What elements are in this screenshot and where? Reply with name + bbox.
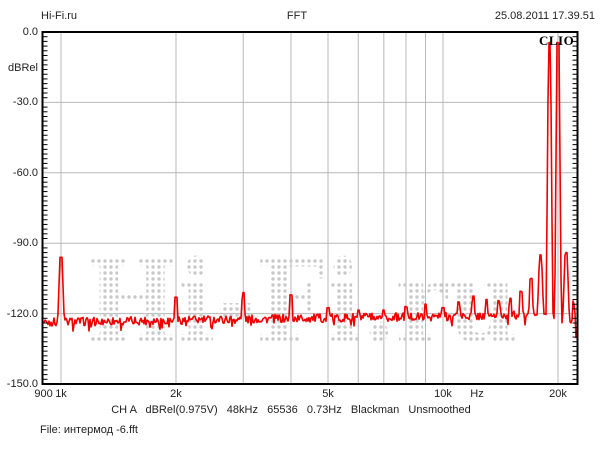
y-tick-label: -60.0: [12, 166, 38, 179]
x-tick-label: 900: [34, 388, 53, 400]
y-tick-label: 0.0: [22, 26, 38, 38]
clio-logo: CLIO: [539, 33, 575, 48]
file-name-label: File: интермод -6.fft: [40, 424, 138, 436]
measurement-status-line: CH A dBRel(0.975V) 48kHz 65536 0.73Hz Bl…: [111, 404, 471, 416]
site-label: Hi-Fi.ru: [41, 10, 78, 22]
x-tick-label: 5k: [322, 388, 334, 400]
y-tick-label: -30.0: [12, 96, 38, 109]
plot-border: [41, 31, 579, 385]
timestamp: 25.08.2011 17.39.51: [494, 10, 595, 22]
y-tick-label: -150.0: [6, 378, 38, 390]
y-tick-label: -120.0: [6, 307, 38, 320]
y-tick-label: -90.0: [12, 237, 38, 250]
x-tick-label: 1k: [55, 388, 67, 400]
x-tick-label: 20k: [549, 388, 567, 400]
page-title: FFT: [286, 10, 308, 22]
x-tick-label: Hz: [470, 388, 484, 400]
fft-trace: [43, 41, 577, 339]
x-tick-label: 2k: [170, 388, 182, 400]
watermark-text: Hi-Fi.ru: [86, 237, 518, 368]
x-tick-label: 10k: [434, 388, 452, 400]
y-axis-unit-label: dBRel: [8, 62, 38, 74]
